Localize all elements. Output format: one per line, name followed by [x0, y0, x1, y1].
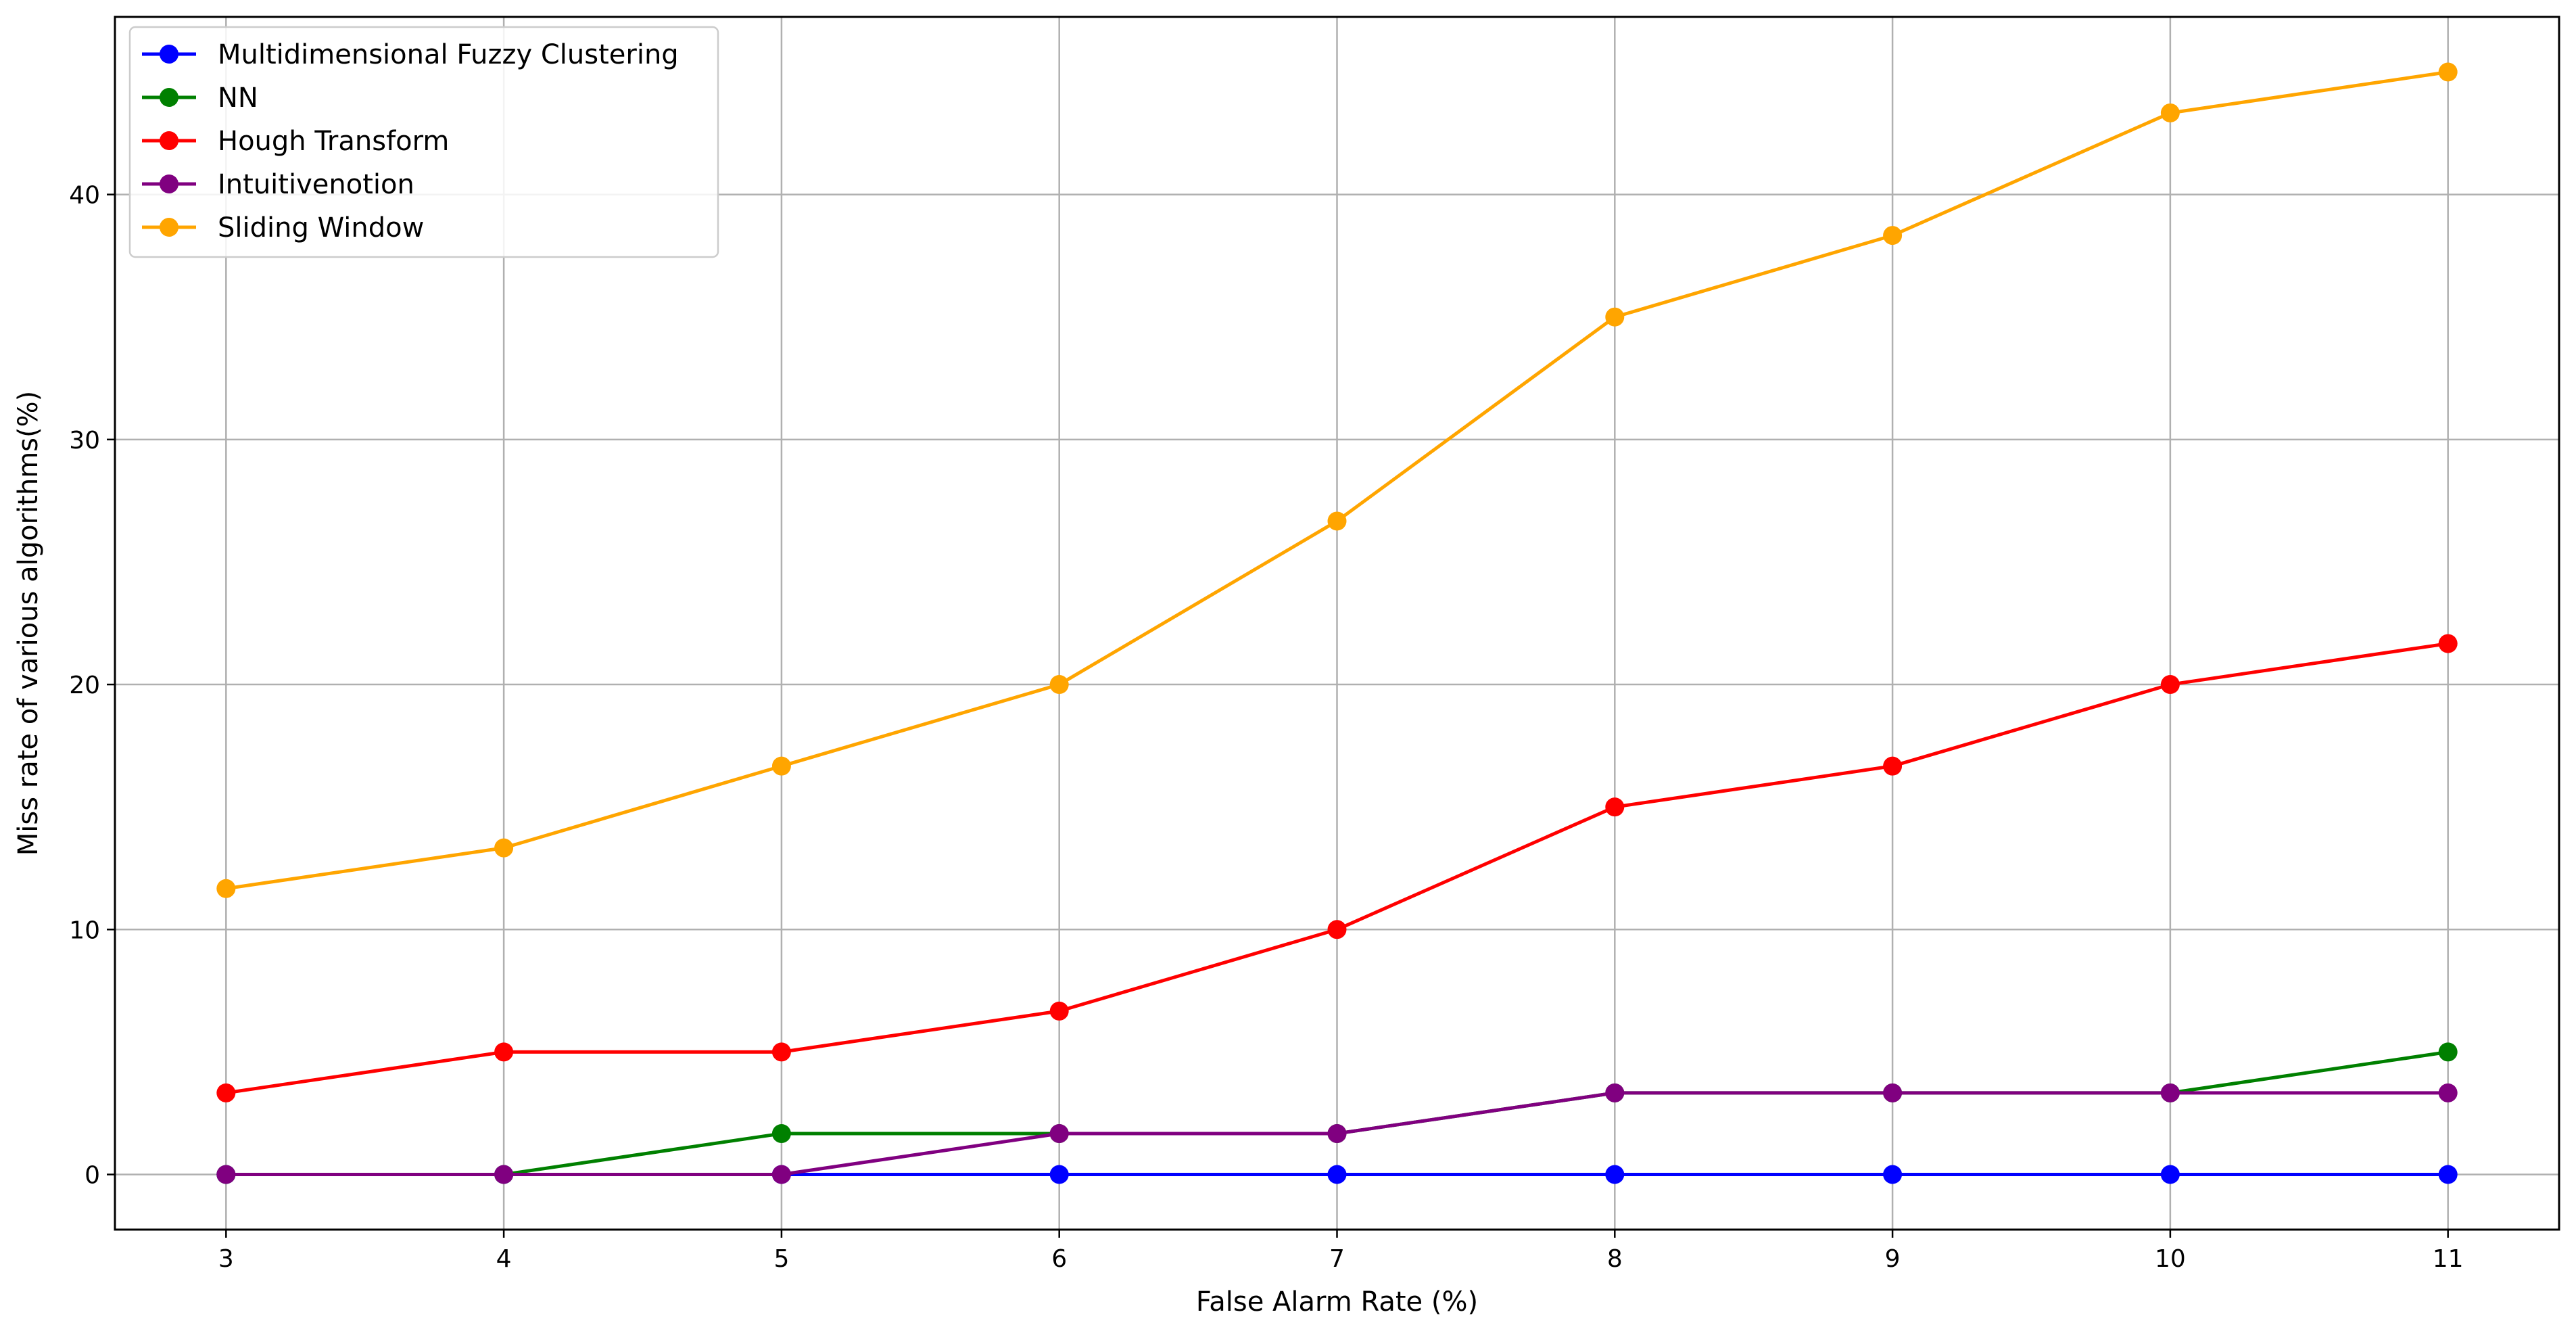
legend-label: Intuitivenotion: [218, 169, 414, 200]
y-tick-label: 30: [69, 427, 100, 455]
x-tick-label: 9: [1885, 1245, 1901, 1273]
data-point: [1327, 920, 1347, 939]
data-point: [1049, 1124, 1069, 1144]
x-axis-ticks: 3 4 5 6 7 8 9 10 11: [218, 1230, 2464, 1273]
legend-box: [128, 26, 719, 258]
data-point: [216, 1083, 236, 1102]
data-point: [2160, 103, 2180, 122]
data-point: [771, 1165, 791, 1184]
data-point: [2438, 1165, 2458, 1184]
legend-label: NN: [218, 83, 258, 114]
data-point: [1883, 1165, 1903, 1184]
y-axis-ticks: 0 10 20 30 40: [69, 182, 115, 1190]
data-point: [494, 838, 514, 858]
data-point: [2438, 1042, 2458, 1062]
data-point: [494, 1165, 514, 1184]
data-point: [1049, 1165, 1069, 1184]
data-point: [216, 1165, 236, 1184]
x-tick-label: 7: [1329, 1245, 1345, 1273]
data-point: [771, 756, 791, 776]
data-point: [2438, 634, 2458, 653]
data-point: [2160, 675, 2180, 695]
x-tick-label: 4: [496, 1245, 512, 1273]
data-point: [1605, 307, 1625, 327]
x-tick-label: 11: [2433, 1245, 2464, 1273]
legend-marker: [160, 131, 178, 150]
legend-label: Multidimensional Fuzzy Clustering: [218, 39, 679, 70]
data-point: [2160, 1083, 2180, 1102]
legend-label: Hough Transform: [218, 126, 449, 157]
data-point: [1327, 1124, 1347, 1144]
data-point: [494, 1042, 514, 1062]
data-point: [216, 879, 236, 898]
data-point: [2438, 62, 2458, 82]
data-point: [1605, 797, 1625, 817]
y-tick-label: 40: [69, 182, 100, 210]
data-point: [1605, 1083, 1625, 1102]
data-point: [1605, 1165, 1625, 1184]
data-point: [1883, 1083, 1903, 1102]
series-2: [216, 634, 2458, 1102]
data-point: [1327, 1165, 1347, 1184]
x-axis-label: False Alarm Rate (%): [1196, 1286, 1478, 1318]
data-point: [2438, 1083, 2458, 1102]
legend-marker: [160, 88, 178, 107]
series-4: [216, 62, 2458, 898]
x-tick-label: 8: [1607, 1245, 1623, 1273]
x-tick-label: 10: [2155, 1245, 2186, 1273]
y-tick-label: 10: [69, 916, 100, 944]
data-point: [1049, 675, 1069, 695]
data-point: [771, 1124, 791, 1144]
series-3: [216, 1083, 2458, 1184]
x-tick-label: 3: [218, 1245, 234, 1273]
data-point: [1049, 1001, 1069, 1021]
data-point: [1883, 226, 1903, 246]
y-tick-label: 0: [85, 1162, 100, 1190]
y-axis-label: Miss rate of various algorithms(%): [13, 391, 44, 856]
legend-marker: [160, 174, 178, 193]
data-point: [771, 1042, 791, 1062]
legend-label: Sliding Window: [218, 212, 424, 243]
x-tick-label: 6: [1051, 1245, 1067, 1273]
legend-marker: [160, 45, 178, 64]
legend-marker: [160, 218, 178, 237]
data-point: [1327, 511, 1347, 531]
legend: Multidimensional Fuzzy Clustering NN Hough…: [128, 26, 719, 258]
y-tick-label: 20: [69, 672, 100, 699]
data-point: [2160, 1165, 2180, 1184]
data-point: [1883, 756, 1903, 776]
series-group: [216, 62, 2458, 1184]
x-tick-label: 5: [773, 1245, 789, 1273]
